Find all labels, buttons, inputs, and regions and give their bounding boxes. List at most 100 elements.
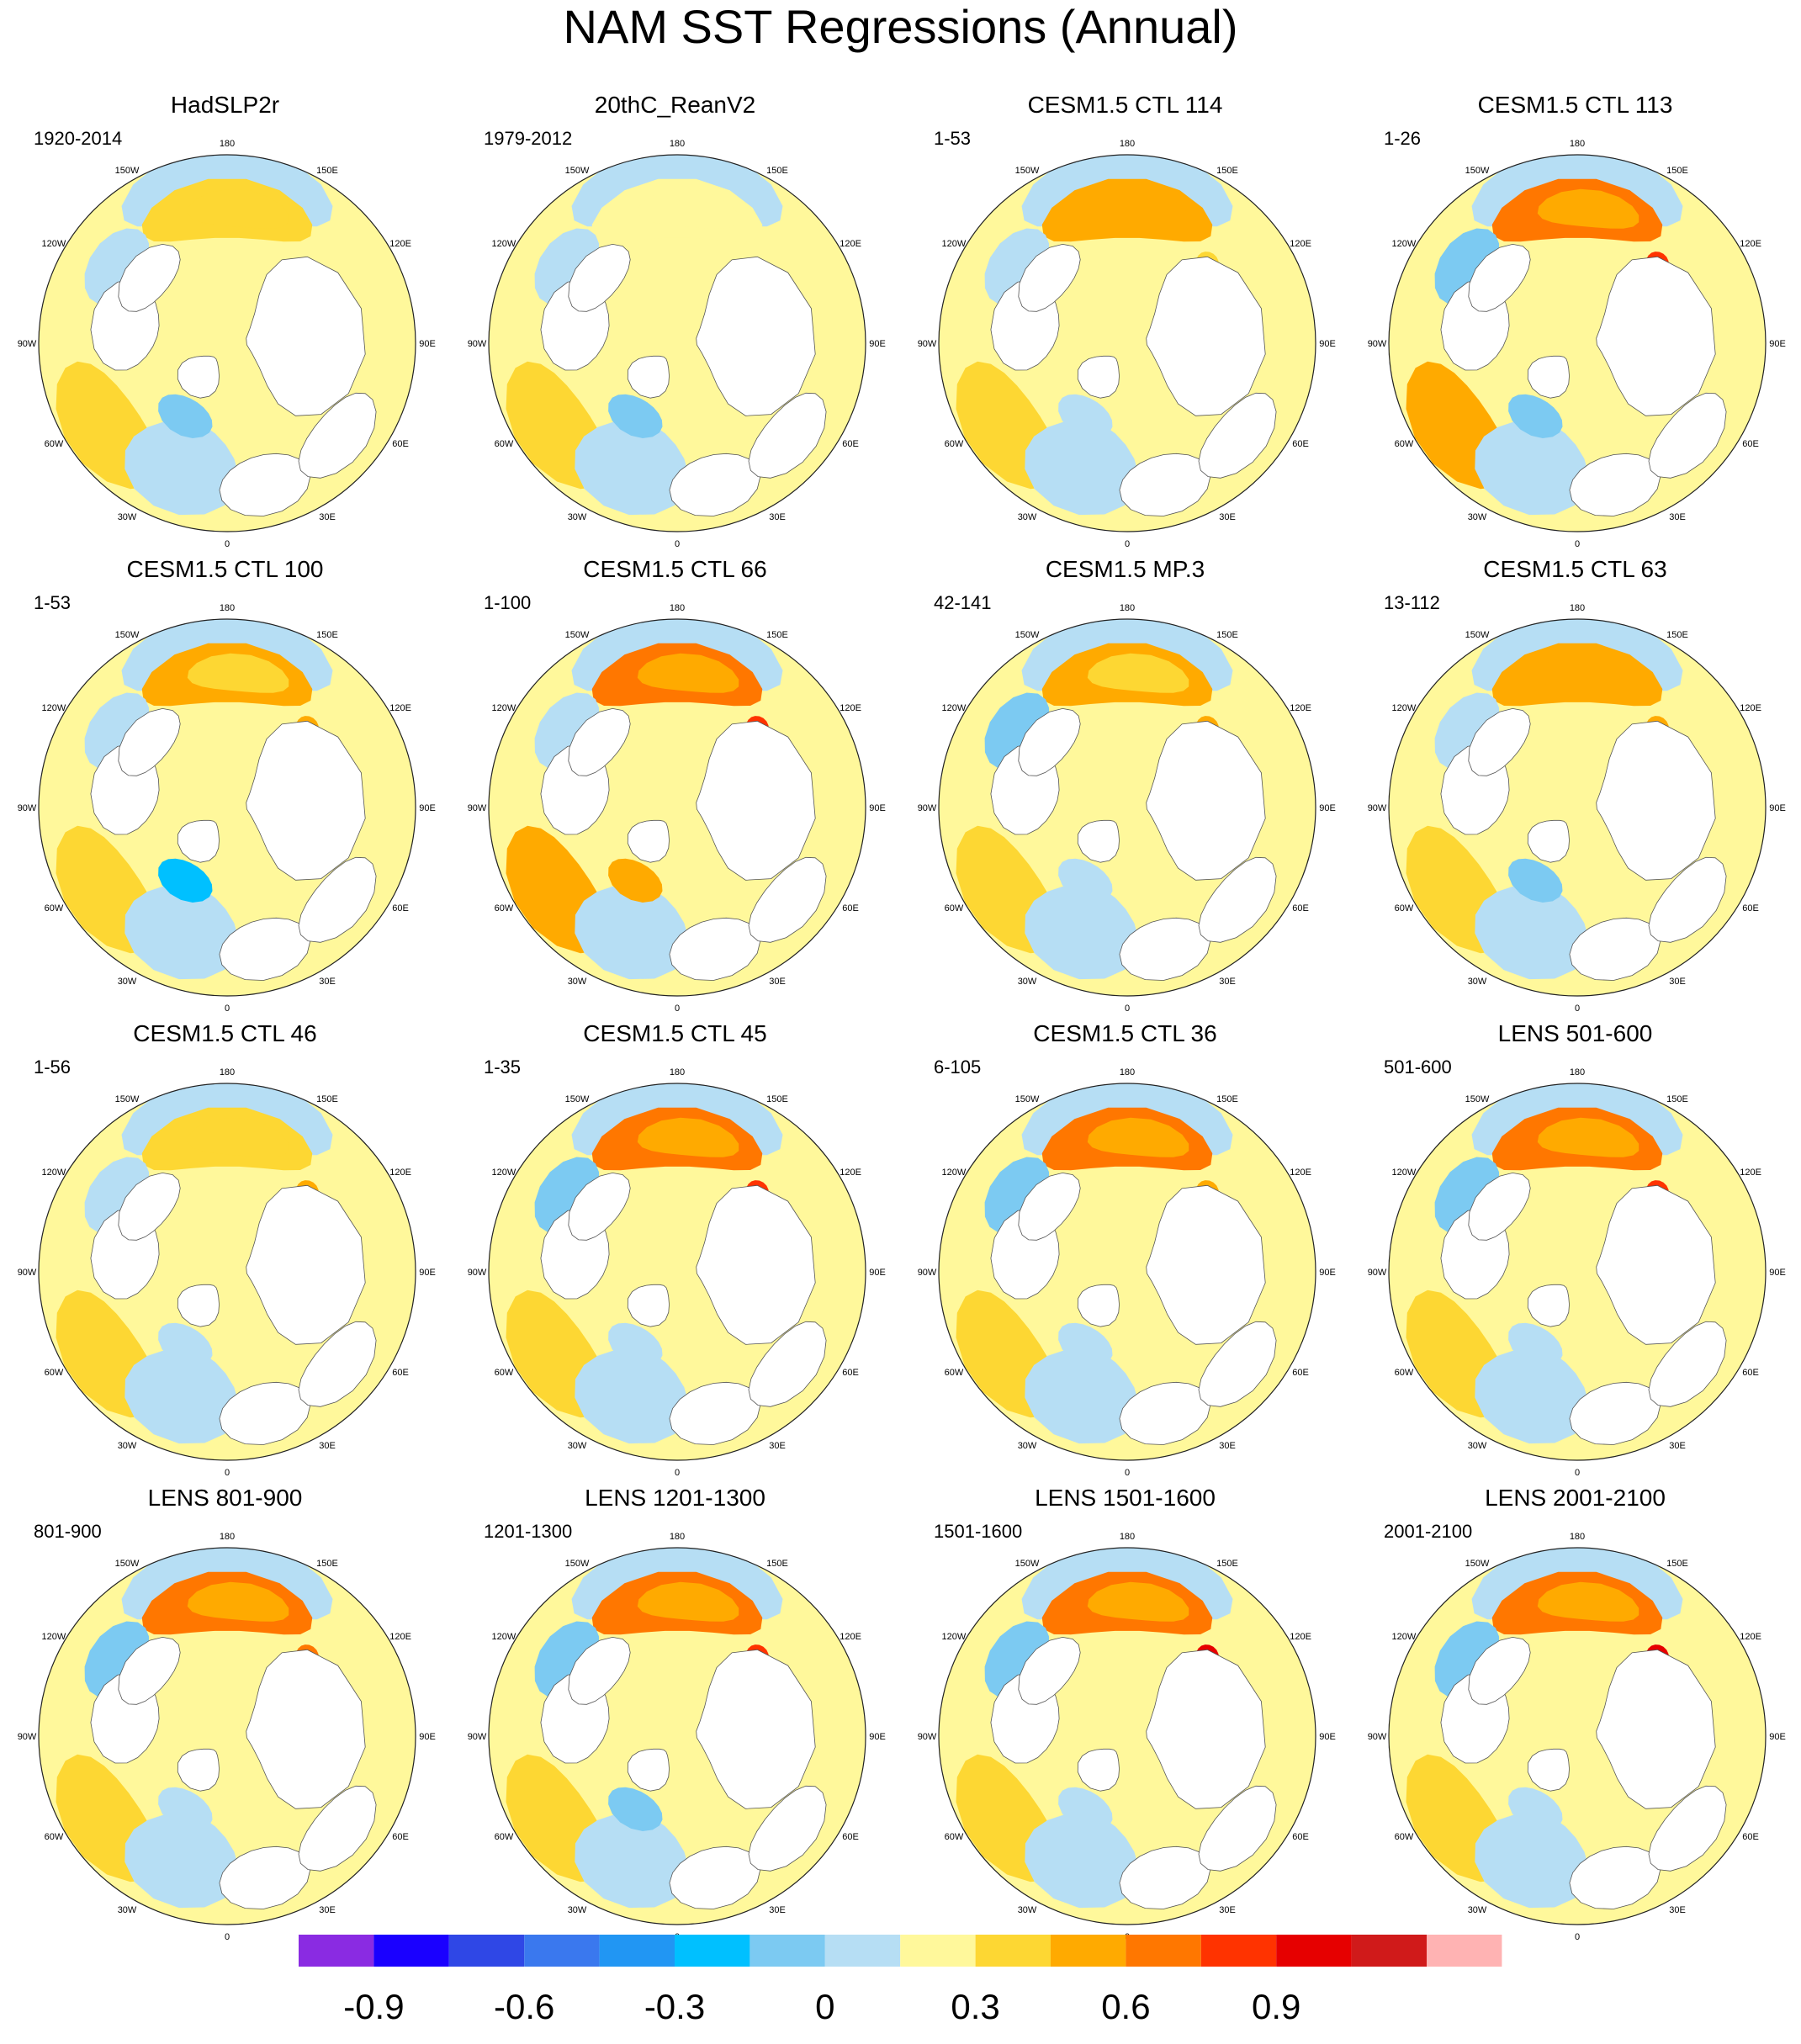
longitude-label: 120E xyxy=(1290,703,1311,713)
land-mass xyxy=(568,1172,631,1241)
sst-anomaly-region xyxy=(1058,394,1113,438)
sst-anomaly-region xyxy=(1025,1813,1139,1909)
land-mass xyxy=(1198,1785,1277,1872)
longitude-label: 0 xyxy=(1575,1468,1580,1478)
panel-period: 1-35 xyxy=(484,1056,522,1078)
colorbar-tick-label: -0.6 xyxy=(494,1987,554,2026)
panel-title: LENS 1501-1600 xyxy=(1035,1485,1216,1511)
longitude-label: 120E xyxy=(1740,1632,1761,1642)
land-mass xyxy=(1146,256,1266,416)
map-boundary xyxy=(38,154,416,532)
longitude-label: 90E xyxy=(419,339,436,349)
longitude-label: 150E xyxy=(1666,630,1688,640)
longitude-label: 180 xyxy=(220,1067,235,1078)
land-mass xyxy=(627,1284,670,1327)
longitude-label: 150E xyxy=(1216,166,1238,176)
longitude-label: 150W xyxy=(1465,630,1490,640)
sst-anomaly-region xyxy=(1508,1322,1563,1367)
panel-title: CESM1.5 CTL 46 xyxy=(133,1020,317,1046)
sst-anomaly-region xyxy=(1537,653,1639,693)
longitude-label: 30W xyxy=(118,977,137,987)
longitude-label: 30W xyxy=(568,977,587,987)
land-mass xyxy=(1146,720,1266,881)
land-mass xyxy=(669,1381,761,1445)
longitude-label: 60W xyxy=(45,1832,64,1842)
longitude-label: 60W xyxy=(1395,1832,1414,1842)
longitude-label: 120W xyxy=(942,1168,967,1178)
sst-anomaly-region xyxy=(1058,1787,1113,1831)
longitude-label: 90E xyxy=(419,1732,436,1742)
longitude-label: 30E xyxy=(319,977,336,987)
panel-period: 1501-1600 xyxy=(934,1521,1023,1542)
longitude-label: 150E xyxy=(316,1559,338,1569)
sst-anomaly-region xyxy=(1025,884,1139,980)
longitude-label: 150E xyxy=(766,630,788,640)
longitude-label: 150W xyxy=(115,166,140,176)
sst-anomaly-region xyxy=(187,188,289,229)
longitude-label: 30E xyxy=(1219,1441,1236,1451)
longitude-label: 90W xyxy=(468,803,487,813)
longitude-label: 120W xyxy=(42,1632,66,1642)
land-mass xyxy=(1596,256,1716,416)
longitude-label: 150W xyxy=(565,1559,590,1569)
longitude-label: 180 xyxy=(220,603,235,613)
sst-anomaly-region xyxy=(124,1348,239,1444)
land-mass xyxy=(1468,1172,1531,1241)
land-mass xyxy=(1077,819,1120,863)
land-mass xyxy=(118,707,181,776)
longitude-label: 120W xyxy=(1392,1632,1417,1642)
longitude-label: 60E xyxy=(392,1832,409,1842)
longitude-label: 90W xyxy=(1368,339,1387,349)
land-mass xyxy=(1146,1649,1266,1809)
sst-anomaly-region xyxy=(158,858,213,903)
longitude-label: 120W xyxy=(492,1632,516,1642)
colorbar-swatch xyxy=(599,1935,675,1967)
panel-title: CESM1.5 CTL 113 xyxy=(1477,92,1673,118)
panel-period: 1-56 xyxy=(34,1056,72,1078)
map-panel: LENS 2001-2100 2001-2100 180 150E 120E 90E 60E… xyxy=(1350,1484,1800,1948)
land-mass xyxy=(1527,355,1570,399)
panel-title: CESM1.5 CTL 100 xyxy=(126,556,324,582)
longitude-label: 60E xyxy=(1742,439,1759,449)
colorbar-swatch xyxy=(373,1935,449,1967)
longitude-label: 90E xyxy=(869,803,886,813)
longitude-label: 180 xyxy=(1120,603,1135,613)
longitude-label: 0 xyxy=(225,1932,230,1942)
land-mass xyxy=(118,1636,181,1705)
longitude-label: 90E xyxy=(1769,1268,1786,1278)
longitude-label: 30W xyxy=(1018,1441,1037,1451)
longitude-label: 90W xyxy=(918,339,937,349)
sst-anomaly-region xyxy=(637,1117,739,1157)
longitude-label: 0 xyxy=(675,1468,680,1478)
map-boundary xyxy=(488,618,866,997)
panel-period: 1201-1300 xyxy=(484,1521,573,1542)
map-boundary xyxy=(1388,618,1767,997)
longitude-label: 180 xyxy=(1120,1067,1135,1078)
longitude-label: 60W xyxy=(1395,1368,1414,1378)
colorbar-tick-label: 0.6 xyxy=(1101,1987,1150,2026)
longitude-label: 120E xyxy=(840,1632,861,1642)
land-mass xyxy=(246,1184,366,1345)
land-mass xyxy=(748,1785,827,1872)
longitude-label: 30E xyxy=(319,512,336,522)
longitude-label: 30W xyxy=(118,512,137,522)
longitude-label: 150E xyxy=(1666,1094,1688,1104)
longitude-label: 0 xyxy=(675,539,680,549)
land-mass xyxy=(1527,1748,1570,1792)
sst-anomaly-region xyxy=(1508,394,1563,438)
land-mass xyxy=(1018,1172,1081,1241)
longitude-label: 180 xyxy=(670,1067,685,1078)
longitude-label: 90W xyxy=(1368,1268,1387,1278)
panel-period: 501-600 xyxy=(1384,1056,1452,1078)
panel-title: CESM1.5 CTL 66 xyxy=(583,556,767,582)
longitude-label: 120W xyxy=(942,703,967,713)
sst-anomaly-region xyxy=(608,394,663,438)
map-boundary xyxy=(38,618,416,997)
map-boundary xyxy=(488,1547,866,1925)
longitude-label: 0 xyxy=(1575,1003,1580,1014)
sst-anomaly-region xyxy=(637,653,739,693)
longitude-label: 30E xyxy=(1219,977,1236,987)
